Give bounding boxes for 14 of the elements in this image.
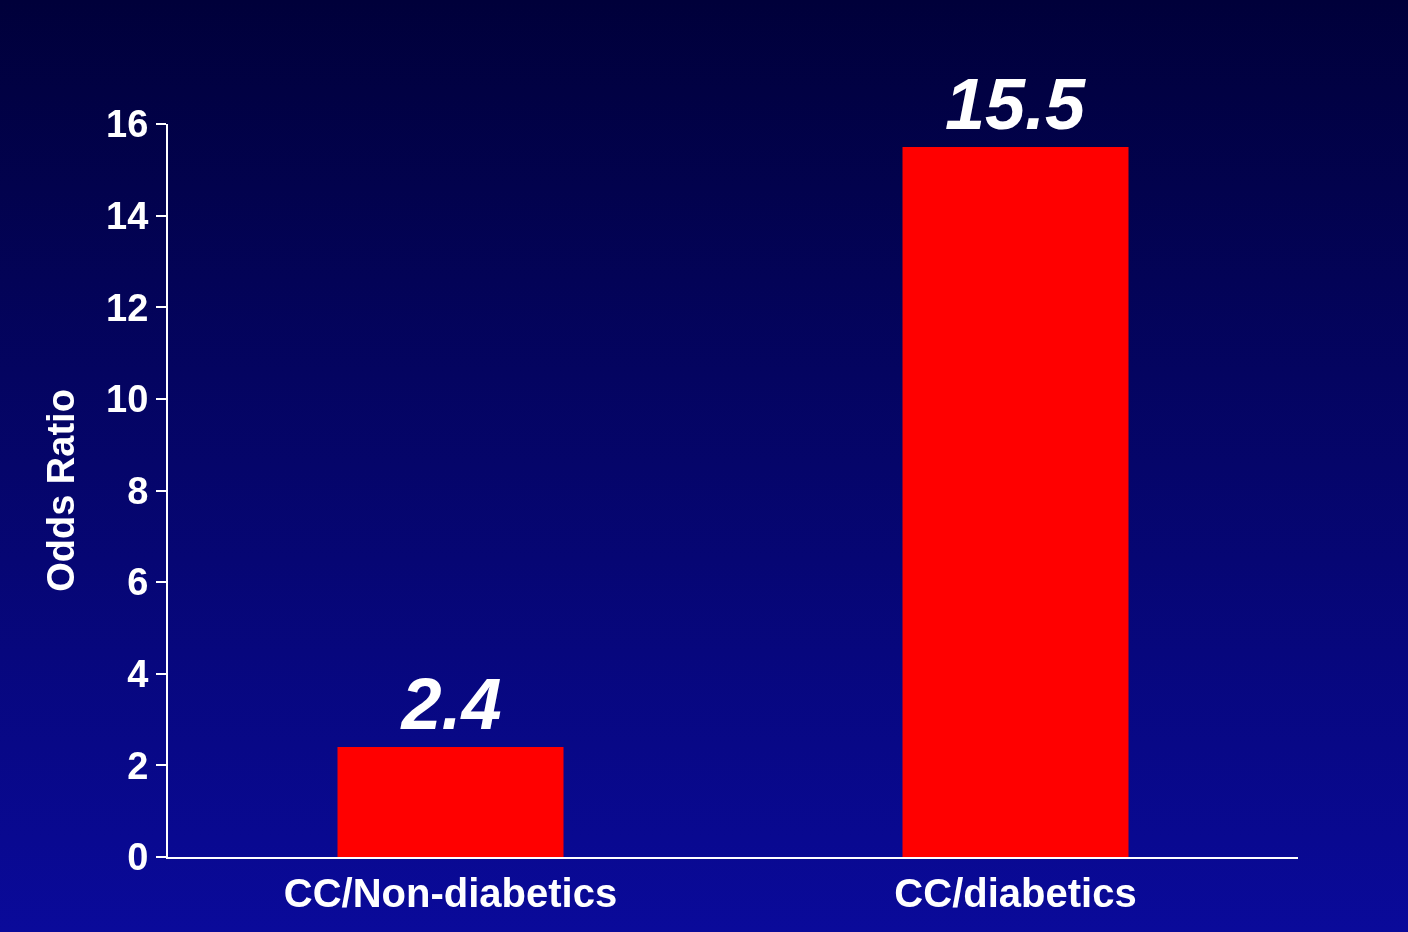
y-tick-label: 2 (127, 744, 149, 787)
y-tick-label: 12 (106, 286, 149, 329)
y-tick-label: 14 (106, 194, 149, 237)
y-tick-label: 16 (106, 103, 149, 146)
y-tick-label: 4 (127, 653, 149, 696)
x-tick-label: CC/Non-diabetics (283, 871, 618, 915)
data-label: 15.5 (944, 63, 1087, 144)
y-tick-label: 8 (127, 469, 149, 512)
y-tick-label: 0 (127, 836, 149, 879)
y-axis-title: Odds Ratio (39, 389, 82, 592)
x-tick-label: CC/diabetics (894, 871, 1137, 915)
y-tick-label: 6 (127, 561, 149, 604)
data-label: 2.4 (399, 664, 502, 745)
y-tick-label: 10 (106, 378, 149, 421)
